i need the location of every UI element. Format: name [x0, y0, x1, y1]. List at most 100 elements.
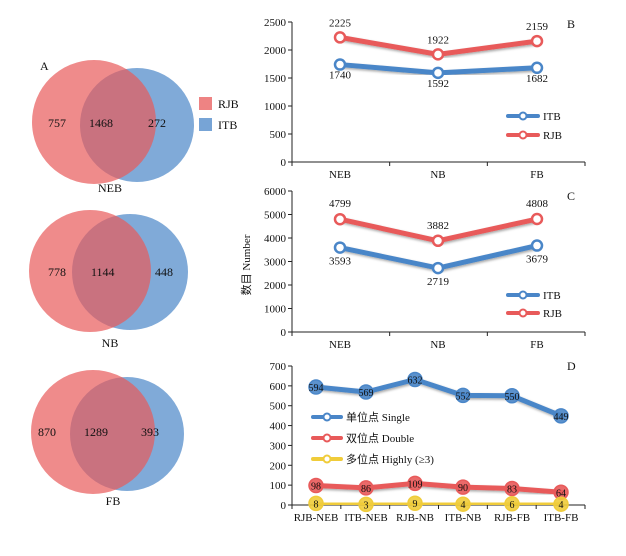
- y-tick-label: 200: [270, 460, 287, 472]
- x-tick-label: FB: [530, 339, 543, 351]
- legend-label: 多位点 Highly (≥3): [346, 452, 434, 466]
- legend-label: RJB: [543, 130, 562, 142]
- venn-nb: 778 1144 448 NB: [29, 210, 188, 350]
- y-tick-label: 0: [281, 327, 287, 339]
- y-tick-label: 2000: [264, 45, 287, 57]
- x-tick-label: RJB-NB: [396, 512, 434, 524]
- data-label: 4: [461, 500, 466, 511]
- data-label: 449: [554, 412, 569, 423]
- y-tick-label: 1000: [264, 101, 287, 113]
- data-point: [308, 379, 324, 395]
- data-point: [504, 496, 520, 512]
- x-tick-label: ITB-NB: [445, 512, 482, 524]
- data-point: [333, 31, 347, 44]
- y-tick-label: 100: [270, 480, 287, 492]
- data-point: [333, 212, 347, 226]
- venn-itb-only-count: 393: [141, 425, 159, 439]
- panel-letter: B: [567, 17, 575, 31]
- venn-legend: RJB ITB: [199, 97, 239, 132]
- venn-rjb-only-count: 757: [48, 116, 66, 130]
- venn-shared-count: 1289: [84, 425, 108, 439]
- data-point: [530, 212, 544, 226]
- data-label: 1682: [526, 73, 548, 85]
- legend-marker: [322, 454, 332, 464]
- venn-itb-only-count: 448: [155, 265, 173, 279]
- data-point: [333, 58, 347, 71]
- legend-label-rjb: RJB: [218, 97, 239, 111]
- data-point: [530, 61, 544, 75]
- venn-neb: 757 1468 272 NEB: [32, 60, 194, 195]
- venn-label: NB: [102, 336, 119, 350]
- venn-fb: 870 1289 393 FB: [31, 370, 184, 508]
- data-point: [530, 239, 544, 252]
- data-label: 3593: [329, 256, 352, 268]
- data-point: [358, 480, 374, 496]
- data-point: [553, 496, 569, 512]
- data-point: [308, 495, 324, 512]
- data-point: [431, 234, 445, 248]
- venn-shared-count: 1468: [89, 116, 113, 130]
- data-label: 6: [510, 500, 515, 511]
- data-point: [431, 48, 445, 61]
- x-tick-label: NEB: [329, 169, 351, 181]
- data-label: 4808: [526, 198, 549, 210]
- venn-rjb-only-count: 778: [48, 265, 66, 279]
- data-label: 632: [408, 376, 423, 387]
- panel-letter-a: A: [40, 59, 49, 73]
- x-tick-label: NB: [430, 169, 445, 181]
- x-tick-label: ITB-FB: [544, 512, 579, 524]
- y-tick-label: 0: [281, 157, 287, 169]
- data-label: 109: [408, 479, 423, 490]
- y-tick-label: 700: [270, 361, 287, 373]
- y-tick-label: 0: [281, 500, 287, 512]
- venn-rjb-circle: [31, 370, 155, 494]
- data-label: 1922: [427, 34, 449, 46]
- data-label: 3882: [427, 220, 449, 232]
- data-label: 4: [559, 500, 564, 511]
- data-label: 594: [309, 383, 324, 394]
- data-point: [455, 387, 471, 404]
- data-label: 4799: [329, 198, 352, 210]
- data-label: 1592: [427, 78, 449, 90]
- y-tick-label: 500: [270, 129, 287, 141]
- data-point: [431, 261, 445, 275]
- data-point: [455, 479, 471, 495]
- y-tick-label: 600: [270, 381, 287, 393]
- data-label: 3679: [526, 254, 549, 266]
- legend-label: 双位点 Double: [346, 431, 414, 445]
- x-tick-label: RJB-NEB: [294, 512, 339, 524]
- chart-legend: 单位点 Single 双位点 Double 多位点 Highly (≥3): [311, 410, 434, 466]
- y-tick-label: 5000: [264, 210, 287, 222]
- x-tick-label: ITB-NEB: [344, 512, 387, 524]
- x-tick-label: RJB-FB: [494, 512, 530, 524]
- venn-label: FB: [106, 494, 121, 508]
- data-point: [553, 408, 569, 424]
- data-point: [333, 241, 347, 254]
- data-point: [407, 371, 423, 388]
- panel-letter: C: [567, 189, 575, 203]
- venn-rjb-circle: [29, 210, 151, 332]
- data-label: 2159: [526, 21, 549, 33]
- venn-label: NEB: [98, 181, 122, 195]
- x-tick-label: NEB: [329, 339, 351, 351]
- series-line: [313, 500, 564, 507]
- data-label: 64: [556, 488, 566, 499]
- legend-marker: [322, 433, 332, 443]
- data-point: [431, 66, 445, 80]
- x-tick-label: FB: [530, 169, 543, 181]
- panel-letter: D: [567, 359, 576, 373]
- data-point: [455, 496, 471, 512]
- y-tick-label: 1000: [264, 304, 287, 316]
- legend-label: ITB: [543, 111, 561, 123]
- data-point: [530, 34, 544, 48]
- data-label: 2719: [427, 276, 450, 288]
- legend-marker: [518, 308, 528, 318]
- series-line: [313, 480, 564, 495]
- data-point: [358, 384, 374, 400]
- shared-y-axis-label: 数目 Number: [240, 234, 253, 295]
- legend-label: ITB: [543, 290, 561, 302]
- venn-rjb-circle: [32, 60, 156, 184]
- y-tick-label: 1500: [264, 73, 287, 85]
